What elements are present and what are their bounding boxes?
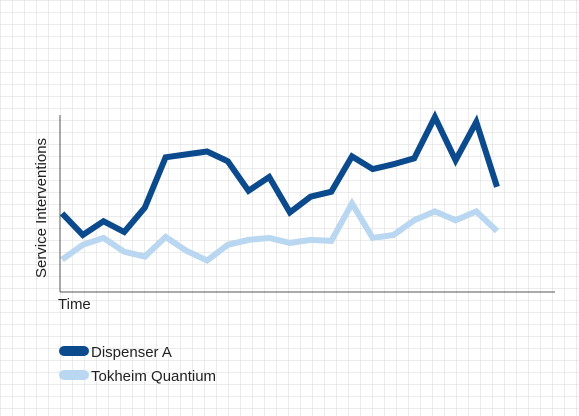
series-line-dispenser-a xyxy=(59,110,500,239)
series-line-tokheim-quantium xyxy=(60,197,500,264)
series-lines xyxy=(59,110,500,264)
legend-label-tokheim-quantium: Tokheim Quantium xyxy=(91,368,216,385)
legend-item-dispenser-a: Dispenser A xyxy=(59,344,172,361)
legend-label-dispenser-a: Dispenser A xyxy=(91,344,172,361)
y-axis-label: Service Interventions xyxy=(33,138,50,278)
legend: Dispenser A Tokheim Quantium xyxy=(59,344,216,385)
x-axis-label: Time xyxy=(58,296,91,313)
legend-item-tokheim-quantium: Tokheim Quantium xyxy=(59,368,216,385)
